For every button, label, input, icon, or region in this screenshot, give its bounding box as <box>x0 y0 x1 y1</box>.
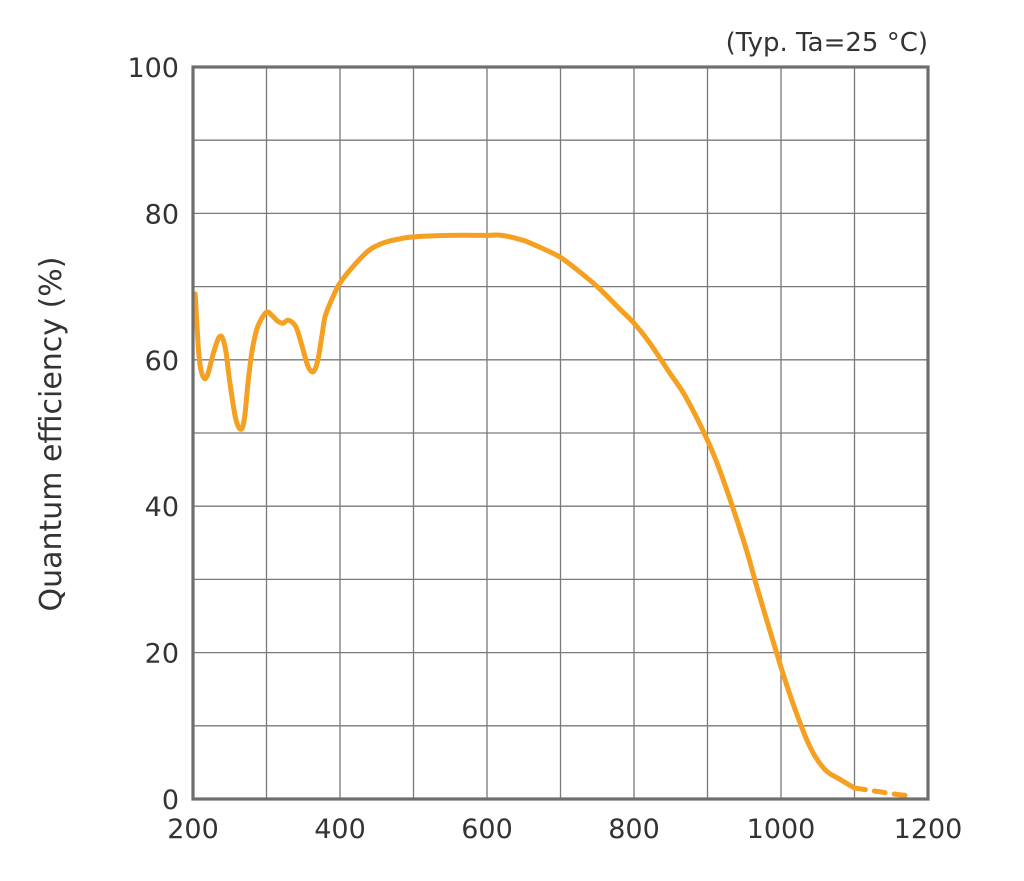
x-tick-label-1000: 1000 <box>747 814 816 845</box>
x-tick-label-600: 600 <box>461 814 513 845</box>
series-line-dashed <box>852 785 909 798</box>
x-tick-label-1200: 1200 <box>894 814 963 845</box>
x-tick-label-800: 800 <box>608 814 660 845</box>
conditions-annotation: (Typ. Ta=25 °C) <box>726 28 928 58</box>
y-tick-label-80: 80 <box>145 199 179 230</box>
x-tick-labels: 200 400 600 800 1000 1200 <box>167 814 962 845</box>
grid <box>193 67 928 799</box>
y-tick-label-40: 40 <box>145 492 179 523</box>
y-axis-label: Quantum efficiency (%) <box>34 256 69 611</box>
y-tick-label-0: 0 <box>162 785 179 816</box>
y-tick-label-100: 100 <box>127 53 179 84</box>
curves <box>192 232 909 798</box>
y-tick-label-20: 20 <box>145 639 179 670</box>
x-tick-label-400: 400 <box>314 814 366 845</box>
plot-frame <box>191 65 930 801</box>
y-tick-label-60: 60 <box>145 346 179 377</box>
series-line-solid <box>192 232 857 791</box>
x-tick-label-200: 200 <box>167 814 219 845</box>
y-tick-labels: 0 20 40 60 80 100 <box>127 53 179 816</box>
